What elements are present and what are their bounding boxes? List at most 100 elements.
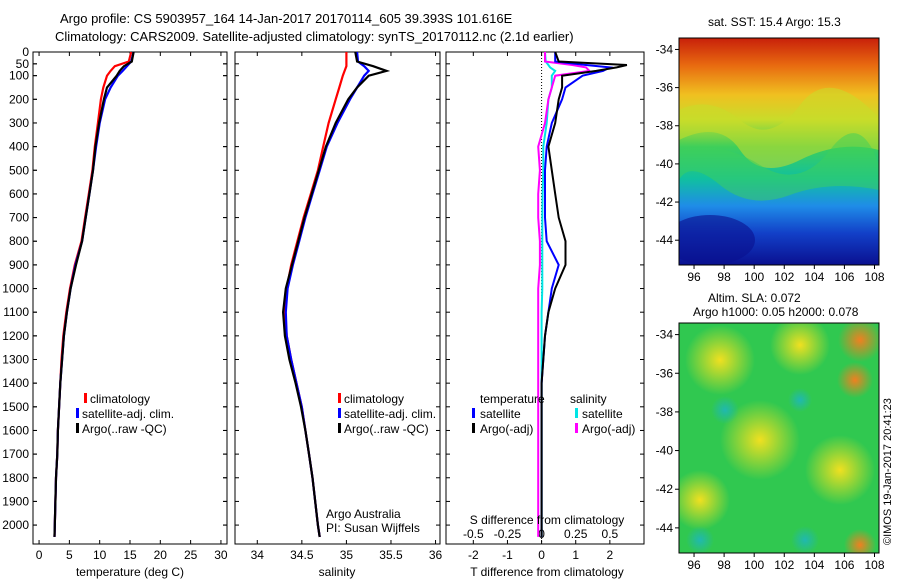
series-line-1	[53, 51, 135, 537]
sla-blob	[770, 323, 830, 375]
sla-label: Altim. SLA: 0.072	[708, 291, 801, 305]
x-tick-label: 34.5	[290, 548, 314, 562]
depth-tick-label: 50	[16, 57, 30, 71]
depth-tick-label: 1000	[2, 282, 29, 296]
sla-blob	[838, 323, 879, 362]
map-x-tick-label: 104	[804, 558, 824, 572]
depth-tick-label: 100	[9, 69, 29, 83]
legend-label-climatology: climatology	[90, 392, 150, 406]
s-tick-label: 0.5	[602, 527, 619, 541]
map-x-tick-label: 106	[834, 558, 854, 572]
map-x-tick-label: 100	[744, 270, 764, 284]
salinity-legend: climatology satellite-adj. clim. Argo(..…	[338, 392, 436, 436]
legend-swatch-satellite	[76, 408, 79, 418]
legend-label-sal-argo: Argo(-adj)	[582, 422, 635, 436]
legend-swatch-climatology	[84, 393, 87, 403]
map-x-tick-label: 102	[774, 558, 794, 572]
x-tick-label: 0	[36, 548, 43, 562]
sst-map: 96 98 100 102 104 106 108 -34 -36 -38 -40 -42 -44	[656, 37, 885, 284]
legend-label-climatology: climatology	[344, 392, 404, 406]
legend-label-argo: Argo(..raw -QC)	[82, 422, 167, 436]
difference-legend: temperature salinity satellite Argo(-adj…	[472, 392, 635, 436]
map-y-tick-label: -42	[656, 195, 674, 209]
sla-map: 96 98 100 102 104 106 108 -34 -36 -38 -40 -42 -44	[656, 322, 885, 572]
legend-header-salinity: salinity	[570, 392, 607, 406]
legend-swatch-climatology	[338, 393, 341, 403]
sst-front-band	[679, 87, 879, 168]
map-x-tick-label: 108	[864, 558, 884, 572]
title-line-2: Climatology: CARS2009. Satellite-adjuste…	[55, 29, 574, 44]
depth-tick-label: 1900	[2, 494, 29, 508]
legend-swatch-argo	[338, 423, 341, 433]
x-tick-label: 1	[572, 548, 579, 562]
x-tick-label: 15	[123, 548, 137, 562]
legend-swatch-satellite	[338, 408, 341, 418]
map-y-tick-label: -44	[656, 521, 674, 535]
depth-tick-label: 200	[9, 92, 29, 106]
depth-tick-label: 2000	[2, 518, 29, 532]
x-tick-label: 0	[538, 548, 545, 562]
map-y-tick-label: -42	[656, 482, 674, 496]
depth-tick-label: 900	[9, 258, 29, 272]
sla-blob	[791, 526, 819, 553]
sst-label: sat. SST: 15.4 Argo: 15.3	[708, 15, 841, 29]
depth-tick-label: 1400	[2, 376, 29, 390]
sla-map-axes: 96 98 100 102 104 106 108 -34 -36 -38 -40 -42 -44	[656, 328, 885, 572]
x-tick-label: 34	[251, 548, 265, 562]
sla-blob	[711, 396, 739, 424]
x-tick-label: 35	[340, 548, 354, 562]
sst-cold-patch	[679, 215, 755, 265]
x-tick-label: 30	[214, 548, 228, 562]
series-line-0	[53, 51, 133, 537]
temperature-xlabel: temperature (deg C)	[76, 565, 184, 579]
depth-tick-label: 600	[9, 187, 29, 201]
map-y-tick-label: -40	[656, 157, 674, 171]
s-difference-label: S difference from climatology	[470, 513, 625, 527]
map-y-tick-label: -36	[656, 366, 674, 380]
sst-map-axes: 96 98 100 102 104 106 108 -34 -36 -38 -40 -42 -44	[656, 42, 885, 284]
legend-swatch-sal-satellite	[575, 408, 578, 418]
sla-blob	[837, 362, 873, 398]
sla-blob	[720, 400, 800, 480]
temperature-panel	[32, 51, 228, 545]
map-x-tick-label: 104	[804, 270, 824, 284]
temperature-legend: climatology satellite-adj. clim. Argo(..…	[76, 392, 174, 436]
x-tick-label: 25	[184, 548, 198, 562]
map-x-tick-label: 102	[774, 270, 794, 284]
x-tick-label: 36	[429, 548, 443, 562]
diff-series-line-0	[540, 52, 614, 537]
s-tick-label: -0.25	[494, 527, 522, 541]
sla-blob	[805, 435, 875, 505]
map-x-tick-label: 96	[687, 558, 701, 572]
sla-blob	[844, 529, 876, 553]
title-line-1: Argo profile: CS 5903957_164 14-Jan-2017…	[60, 11, 513, 26]
timestamp-stamp: ©IMOS 19-Jan-2017 20:41:23	[882, 398, 894, 545]
difference-xlabel: T difference from climatology	[470, 565, 624, 579]
map-y-tick-label: -38	[656, 405, 674, 419]
map-y-tick-label: -38	[656, 119, 674, 133]
depth-tick-label: 1800	[2, 471, 29, 485]
x-tick-label: 20	[154, 548, 168, 562]
legend-header-temperature: temperature	[480, 392, 545, 406]
sla-blob	[686, 526, 714, 553]
map-y-tick-label: -34	[656, 42, 674, 56]
sst-map-frame	[678, 37, 880, 266]
map-x-tick-label: 96	[687, 270, 701, 284]
x-tick-label: 5	[66, 548, 73, 562]
salinity-xlabel: salinity	[319, 565, 356, 579]
s-tick-label: -0.5	[463, 527, 484, 541]
sla-blob	[788, 388, 812, 412]
map-x-tick-label: 106	[834, 270, 854, 284]
sst-mid-band	[679, 133, 879, 201]
series-line-2	[53, 51, 135, 537]
depth-tick-label: 400	[9, 140, 29, 154]
series-line-2	[281, 51, 391, 538]
temperature-plot: 0 5 10 15 20 25 30	[33, 51, 228, 562]
legend-swatch-temp-satellite	[472, 408, 475, 418]
depth-tick-label: 300	[9, 116, 29, 130]
legend-swatch-temp-argo	[472, 423, 475, 433]
map-y-tick-label: -44	[656, 233, 674, 247]
pi-label: PI: Susan Wijffels	[326, 521, 420, 535]
